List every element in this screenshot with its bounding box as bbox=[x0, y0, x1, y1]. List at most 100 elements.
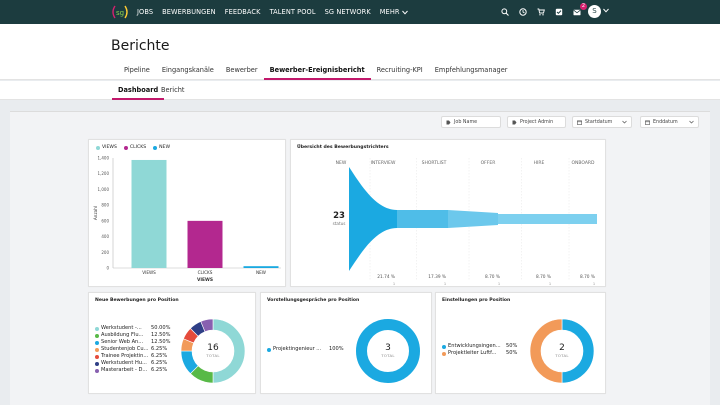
nav-jobs[interactable]: JOBS bbox=[137, 8, 154, 16]
bar-new[interactable] bbox=[243, 266, 279, 268]
legend-label: Senior Web An... bbox=[101, 339, 144, 345]
subtab-bar: Dashboard Bericht bbox=[0, 81, 720, 100]
funnel-chart-title: Übersicht des Bewerbungstrichters bbox=[297, 145, 389, 150]
chevron-down-icon bbox=[401, 10, 408, 15]
project-admin-filter[interactable]: Project Admin bbox=[507, 116, 566, 128]
legend-percent: 6.25% bbox=[151, 346, 168, 352]
legend-item[interactable]: Entwicklungsingen... 50% bbox=[442, 343, 532, 350]
legend-swatch bbox=[95, 354, 99, 359]
funnel-segment-new[interactable] bbox=[349, 167, 397, 271]
funnel-conversion-label: 8.70 % bbox=[536, 274, 551, 280]
top-navigation: sg JOBS BEWERBUNGEN FEEDBACK TALENT POOL… bbox=[0, 0, 720, 24]
chevron-down-icon[interactable] bbox=[603, 8, 609, 13]
new-applications-title: Neue Bewerbungen pro Position bbox=[95, 298, 179, 303]
funnel-segment-interview[interactable] bbox=[397, 210, 448, 228]
y-tick-label: 1,400 bbox=[98, 156, 110, 161]
funnel-stage-label: HIRE bbox=[534, 160, 545, 166]
legend-item[interactable]: Masterarbeit - D... 6.25% bbox=[95, 367, 185, 374]
interviews-donut bbox=[356, 319, 420, 383]
project-admin-filter-label: Project Admin bbox=[520, 119, 554, 125]
legend-item[interactable]: Ausbildung Flu... 12.50% bbox=[95, 332, 185, 339]
nav-feedback[interactable]: FEEDBACK bbox=[224, 8, 261, 16]
x-tick-label: CLICKS bbox=[198, 270, 213, 275]
legend-label: CLICKS bbox=[129, 145, 147, 150]
legend-item[interactable]: Senior Web An... 12.50% bbox=[95, 339, 185, 346]
legend-item[interactable]: VIEWS bbox=[96, 145, 117, 150]
legend-label: NEW bbox=[159, 145, 171, 150]
funnel-stage-label: SHORTLIST bbox=[422, 160, 447, 166]
funnel-stage-label: INTERVIEW bbox=[371, 160, 396, 166]
start-date-filter[interactable]: Startdatum bbox=[572, 116, 632, 128]
history-button[interactable] bbox=[514, 0, 532, 24]
tab-recruiting-kpi[interactable]: Recruiting-KPI bbox=[376, 66, 423, 74]
funnel-count-label: 1 bbox=[593, 282, 595, 286]
y-tick-label: 800 bbox=[101, 203, 109, 208]
nav-bewerbungen[interactable]: BEWERBUNGEN bbox=[162, 8, 216, 16]
tab-bewerber[interactable]: Bewerber bbox=[225, 66, 258, 74]
funnel-conversion-label: 21.74 % bbox=[377, 274, 395, 280]
legend-item[interactable]: Projektingenieur ... 100% bbox=[267, 346, 357, 353]
donut-total-label: TOTAL bbox=[206, 353, 220, 358]
legend-item[interactable]: Studentenjob Cu... 6.25% bbox=[95, 346, 185, 353]
tab-bewerber-ereignisbericht[interactable]: Bewerber-Ereignisbericht bbox=[263, 66, 371, 80]
legend-item[interactable]: CLICKS bbox=[123, 145, 147, 150]
funnel-count-label: 1 bbox=[498, 282, 500, 286]
search-button[interactable] bbox=[496, 0, 514, 24]
clock-icon bbox=[519, 8, 527, 16]
notification-badge: 2 bbox=[580, 3, 587, 10]
funnel-stage-label: ONBOARD bbox=[571, 160, 595, 166]
tab-pipeline[interactable]: Pipeline bbox=[124, 66, 150, 74]
new-applications-donut bbox=[180, 318, 246, 384]
funnel-chart: NEW INTERVIEW SHORTLIST OFFER HIRE ONBOARD 23s… bbox=[333, 158, 597, 286]
legend-swatch bbox=[95, 368, 99, 373]
legend-label: Entwicklungsingen... bbox=[448, 343, 501, 349]
nav-sg-network[interactable]: SG NETWORK bbox=[324, 8, 371, 16]
tag-icon bbox=[512, 120, 517, 124]
legend-percent: 12.50% bbox=[151, 332, 171, 338]
tasks-button[interactable] bbox=[550, 0, 568, 24]
legend-swatch bbox=[267, 347, 271, 352]
nav-more-label: MEHR bbox=[379, 8, 400, 16]
funnel-count-label: 1 bbox=[444, 282, 446, 286]
x-tick-label: NEW bbox=[256, 270, 266, 275]
company-logo[interactable]: sg bbox=[111, 4, 129, 20]
job-name-filter[interactable]: Job Name bbox=[441, 116, 501, 128]
y-axis-label: Anzahl bbox=[93, 206, 98, 220]
legend-swatch bbox=[442, 344, 446, 349]
x-tick-label: VIEWS bbox=[142, 270, 156, 275]
cart-button[interactable] bbox=[532, 0, 550, 24]
funnel-segment-offer-hire-onboard[interactable] bbox=[498, 214, 597, 224]
bar-clicks[interactable] bbox=[187, 220, 223, 268]
donut-slice[interactable] bbox=[200, 318, 214, 332]
donut-slice[interactable] bbox=[356, 319, 420, 383]
legend-item[interactable]: Projektleiter Luftf... 50% bbox=[442, 350, 532, 357]
nav-more-menu[interactable]: MEHR bbox=[380, 8, 408, 16]
bar-views[interactable] bbox=[131, 159, 167, 268]
hires-title: Einstellungen pro Position bbox=[442, 298, 511, 303]
messages-button[interactable]: 2 bbox=[568, 0, 587, 24]
tab-eingangskanaele[interactable]: Eingangskanäle bbox=[161, 66, 214, 74]
bar-chart-legend: VIEWS CLICKS NEW bbox=[96, 145, 170, 150]
hires-legend: Entwicklungsingen... 50% Projektleiter Luf… bbox=[442, 343, 532, 357]
legend-item[interactable]: NEW bbox=[153, 145, 170, 150]
funnel-count-label: 1 bbox=[549, 282, 551, 286]
tag-icon bbox=[446, 120, 451, 124]
new-applications-legend: Werkstudent -... 50.00% Ausbildung Flu... 1… bbox=[95, 325, 185, 374]
avatar[interactable]: S bbox=[588, 5, 601, 18]
interviews-title: Vorstellungsgespräche pro Position bbox=[267, 298, 360, 303]
nav-talent-pool[interactable]: TALENT POOL bbox=[269, 8, 316, 16]
subtab-bericht[interactable]: Bericht bbox=[161, 86, 185, 94]
funnel-total-label: status bbox=[333, 221, 346, 226]
subtab-dashboard[interactable]: Dashboard bbox=[111, 86, 165, 100]
funnel-segment-shortlist[interactable] bbox=[448, 210, 498, 228]
checkbox-icon bbox=[555, 8, 563, 16]
tab-empfehlungsmanager[interactable]: Empfehlungsmanager bbox=[434, 66, 508, 74]
legend-swatch bbox=[153, 145, 158, 150]
end-date-filter[interactable]: Enddatum bbox=[640, 116, 699, 128]
legend-item[interactable]: Trainee Projektin... 6.25% bbox=[95, 353, 185, 360]
donut-slice[interactable] bbox=[529, 318, 563, 384]
legend-percent: 12.50% bbox=[151, 339, 171, 345]
legend-item[interactable]: Werkstudent Hu... 6.25% bbox=[95, 360, 185, 367]
legend-item[interactable]: Werkstudent -... 50.00% bbox=[95, 325, 185, 332]
bar-chart-card: VIEWS CLICKS NEW 0 200 400 600 800 1,000 1,200… bbox=[88, 139, 286, 287]
